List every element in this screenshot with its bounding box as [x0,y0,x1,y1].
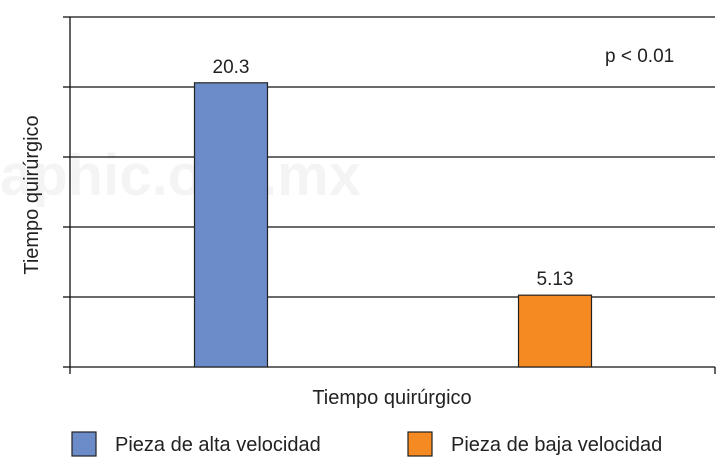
legend-swatch [71,431,97,457]
data-label: 5.13 [537,269,574,290]
y-axis-label: Tiempo quirúrgico [21,115,43,274]
legend-label: Pieza de alta velocidad [115,434,321,456]
legend-swatch [407,431,433,457]
bar [193,82,269,368]
legend-label: Pieza de baja velocidad [451,434,662,456]
x-axis-label: Tiempo quirúrgico [312,387,471,409]
data-label: 20.3 [213,57,250,78]
bar [517,294,593,368]
p-value-annotation: p < 0.01 [605,46,674,67]
watermark: aphic.org.mx [0,143,361,208]
